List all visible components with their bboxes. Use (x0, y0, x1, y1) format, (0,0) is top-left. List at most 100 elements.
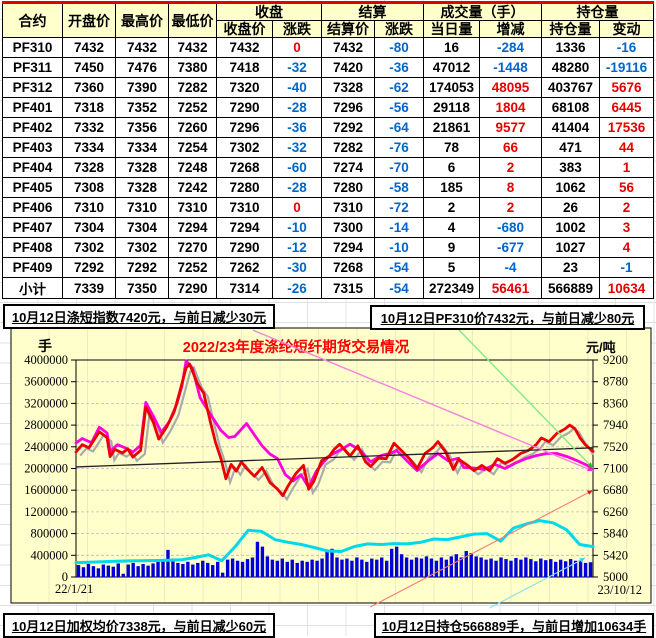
value-cell: 41404 (541, 117, 600, 138)
volume-bar (355, 557, 359, 577)
contract-cell: PF403 (2, 137, 63, 158)
value-cell: 7310 (62, 197, 116, 218)
right-axis-tick-label: 8360 (603, 396, 628, 410)
contract-cell: PF402 (2, 117, 63, 138)
value-cell: -76 (374, 137, 424, 158)
value-cell: 383 (541, 157, 600, 178)
left-axis-tick-label: 1600000 (24, 483, 68, 497)
value-cell: 566889 (541, 277, 600, 299)
volume-bar (429, 558, 434, 577)
value-cell: 7300 (321, 217, 375, 238)
left-axis-tick-label: 3200000 (24, 396, 68, 410)
banner-weighted-average-summary: 10月12日加权均价7338元，与前日减少60元 (3, 613, 275, 638)
volume-bar (176, 562, 180, 577)
volume-bar (305, 561, 309, 577)
volume-bar (126, 564, 130, 577)
volume-bar (186, 561, 190, 577)
value-cell: 4 (423, 217, 480, 238)
volume-bar (345, 558, 349, 577)
banner-open-interest-summary: 10月12日持仓566889手，与前日增加10634手 (374, 613, 654, 638)
value-cell: -72 (374, 197, 424, 218)
volume-bar (325, 550, 329, 577)
table-header: 合约 开盘价 最高价 最低价 收盘 结算 成交量（手） 持仓量 收盘价 涨跌 结算价 涨跌 当日量 增减持… (2, 2, 654, 38)
volume-bar (409, 559, 414, 577)
volume-bar (568, 559, 573, 577)
value-cell: -32 (272, 57, 322, 78)
volume-bar (156, 561, 160, 577)
table-row: PF404 7328 7328 7248 7268 -60 7274 -70 6 2 383 1 (2, 157, 654, 178)
value-cell: -54 (374, 277, 424, 299)
volume-bar (116, 563, 120, 577)
volume-bar (588, 562, 593, 577)
volume-bar (389, 548, 394, 577)
value-cell: 7334 (115, 137, 169, 158)
value-cell: 185 (423, 177, 480, 198)
volume-bar (211, 565, 215, 577)
right-axis-tick-label: 6260 (603, 505, 628, 519)
volume-bar (524, 557, 528, 577)
volume-bar (235, 560, 240, 577)
volume-bar (220, 572, 225, 577)
value-cell: -19116 (599, 57, 654, 78)
right-axis-tick-label: 6680 (603, 483, 628, 497)
volume-bar (419, 558, 424, 577)
volume-bar (509, 560, 513, 577)
contract-cell: PF405 (2, 177, 63, 198)
value-cell: 7310 (115, 197, 169, 218)
volume-bar (121, 573, 125, 577)
column-subheader: 增减 (479, 20, 542, 38)
volume-bar (206, 562, 210, 577)
value-cell: 7302 (62, 237, 116, 258)
value-cell: 7270 (168, 237, 217, 258)
value-cell: -60 (272, 157, 322, 178)
value-cell: 48280 (541, 57, 600, 78)
value-cell: 0 (272, 37, 322, 58)
volume-bar (171, 558, 175, 577)
volume-bar (260, 546, 265, 577)
value-cell: 7476 (115, 57, 169, 78)
value-cell: 7248 (168, 157, 217, 178)
table-row: PF409 7292 7292 7252 7262 -30 7268 -54 5 -4 23 -1 (2, 257, 654, 278)
value-cell: 1062 (541, 177, 600, 198)
value-cell: 7274 (321, 157, 375, 178)
volume-bar (280, 558, 284, 577)
table-row: PF402 7332 7356 7260 7296 -36 7292 -64 21861 9577… (2, 117, 654, 138)
contract-cell: PF407 (2, 217, 63, 238)
table-row: PF408 7302 7302 7270 7290 -12 7294 -10 9 -677 1027… (2, 237, 654, 258)
volume-bar (399, 554, 404, 577)
value-cell: 7304 (115, 217, 169, 238)
value-cell: -1448 (479, 57, 542, 78)
price-magenta (74, 359, 595, 489)
value-cell: 7314 (216, 277, 273, 299)
table-row: PF405 7308 7328 7242 7280 -28 7280 -58 185 8 1062 5… (2, 177, 654, 198)
value-cell: 3 (599, 217, 654, 238)
x-axis-start-label: 22/1/21 (55, 582, 93, 596)
volume-bar (330, 548, 334, 577)
table-row: PF403 7334 7334 7254 7302 -32 7282 -76 78 66 471 44 (2, 137, 654, 158)
value-cell: 6445 (599, 97, 654, 118)
value-cell: 2 (599, 197, 654, 218)
volume-bar (469, 553, 473, 577)
volume-bar (529, 559, 533, 577)
value-cell: 7332 (62, 117, 116, 138)
value-cell: 7432 (115, 37, 169, 58)
value-cell: -680 (479, 217, 542, 238)
volume-bar (76, 565, 81, 577)
value-cell: -80 (374, 37, 424, 58)
value-cell: -677 (479, 237, 542, 258)
value-cell: 7290 (216, 237, 273, 258)
volume-bar (454, 554, 458, 577)
volume-bar (111, 566, 115, 577)
value-cell: 5676 (599, 77, 654, 98)
value-cell: 8 (479, 177, 542, 198)
value-cell: 7280 (321, 177, 375, 198)
volume-bar (459, 557, 463, 577)
value-cell: 1002 (541, 217, 600, 238)
value-cell: -1 (599, 257, 654, 278)
volume-bar (340, 559, 344, 577)
value-cell: -4 (479, 257, 542, 278)
value-cell: -64 (374, 117, 424, 138)
value-cell: 7310 (216, 197, 273, 218)
volume-bar (494, 560, 498, 577)
contract-cell: PF404 (2, 157, 63, 178)
